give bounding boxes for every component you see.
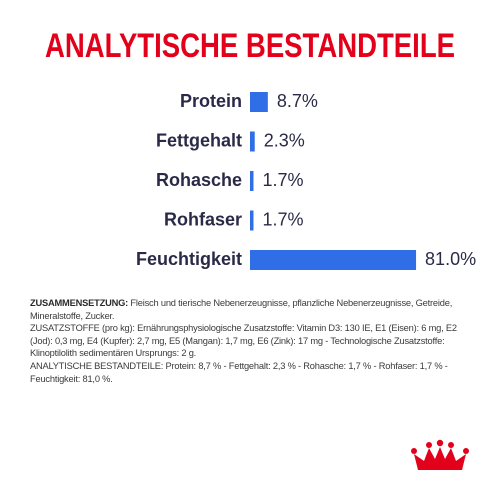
composition-label: ZUSAMMENSETZUNG: (30, 298, 129, 308)
category-label: Rohasche (156, 170, 242, 190)
chart-title: ANALYTISCHE BESTANDTEILE (45, 27, 455, 65)
value-label: 81.0% (425, 249, 476, 269)
composition: ZUSAMMENSETZUNG: Fleisch und tierische N… (30, 297, 475, 322)
category-label: Feuchtigkeit (136, 249, 242, 269)
logo (411, 439, 469, 470)
composition-text: ZUSAMMENSETZUNG: Fleisch und tierische N… (30, 297, 475, 385)
additives: ZUSATZSTOFFE (pro kg): Ernährungsphysiol… (30, 323, 457, 359)
value-label: 1.7% (262, 209, 303, 229)
value-label: 8.7% (277, 91, 318, 111)
bar (250, 250, 417, 270)
bar (250, 92, 268, 112)
bar (250, 131, 255, 152)
bar (250, 171, 254, 191)
value-label: 2.3% (264, 130, 305, 150)
category-label: Protein (180, 91, 242, 111)
category-label: Rohfaser (164, 209, 242, 229)
category-label: Fettgehalt (156, 130, 242, 150)
bar (250, 210, 254, 231)
value-label: 1.7% (262, 170, 303, 190)
analysis: ANALYTISCHE BESTANDTEILE: Protein: 8,7 %… (30, 360, 448, 384)
composition-body: Fleisch und tierische Nebenerzeugnisse, … (30, 298, 453, 321)
